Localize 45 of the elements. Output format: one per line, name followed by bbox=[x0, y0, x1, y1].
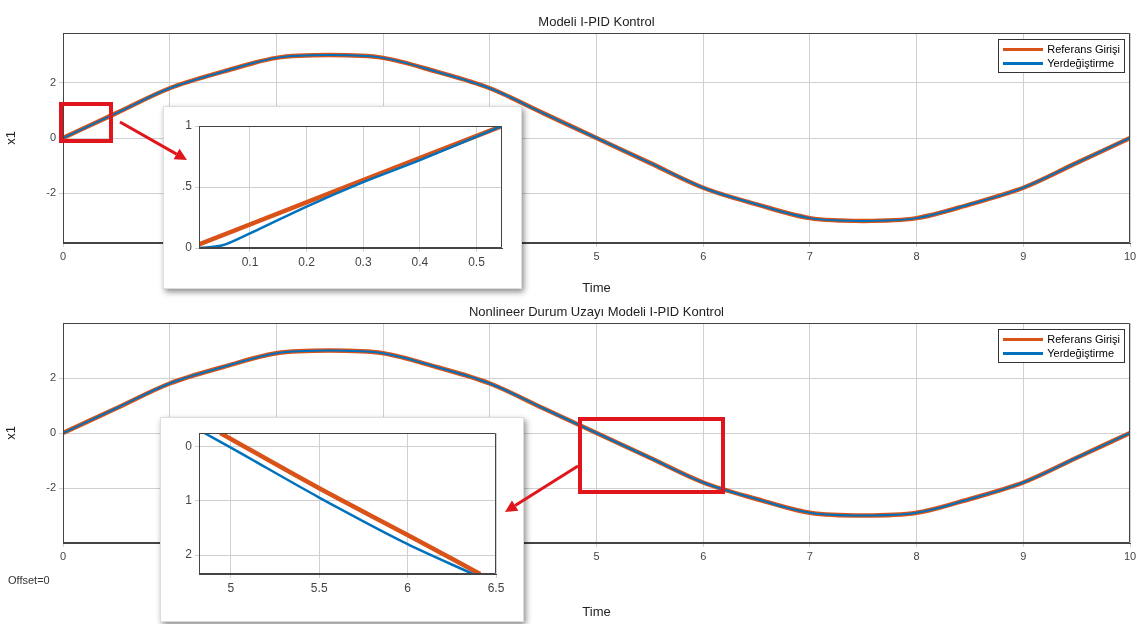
x-tick-label: 5.5 bbox=[310, 580, 328, 595]
x-axis-title: Time bbox=[582, 279, 611, 295]
legend-label: Yerdeğiştirme bbox=[1047, 347, 1115, 359]
y-tick-label: 0 bbox=[49, 426, 56, 439]
x-tick-label: 5 bbox=[593, 249, 600, 262]
chart-title: Nonlineer Durum Uzayı Modeli I-PID Kontrol bbox=[467, 304, 725, 319]
x-tick-label: 0.5 bbox=[468, 254, 486, 269]
x-tick-label: 0.4 bbox=[411, 254, 429, 269]
x-tick-label: 0 bbox=[59, 249, 67, 262]
x-tick-label: 6 bbox=[404, 580, 412, 595]
x-tick-label: 10 bbox=[1123, 549, 1137, 562]
y-tick-label: 0 bbox=[49, 131, 56, 144]
x-tick-label: 7 bbox=[806, 249, 813, 262]
chart-title: Modeli I-PID Kontrol bbox=[537, 14, 656, 29]
x-tick-label: 5 bbox=[593, 549, 600, 562]
y-tick-label: 2 bbox=[185, 547, 193, 562]
x-tick-label: 9 bbox=[1020, 549, 1027, 562]
x-tick-label: 0.1 bbox=[241, 254, 259, 269]
y-tick-label: .5 bbox=[181, 179, 193, 194]
legend-label: Referans Girişi bbox=[1047, 43, 1120, 55]
legend-label: Yerdeğiştirme bbox=[1047, 57, 1115, 69]
y-tick-label: 1 bbox=[185, 493, 193, 508]
x-tick-label: 10 bbox=[1123, 249, 1137, 262]
x-tick-label: 7 bbox=[806, 549, 813, 562]
y-axis-title: x1 bbox=[3, 131, 19, 145]
x-tick-label: 8 bbox=[913, 249, 920, 262]
x-tick-label: 0 bbox=[59, 549, 67, 562]
x-tick-label: 0.3 bbox=[354, 254, 372, 269]
text: Offset=0 bbox=[8, 574, 50, 586]
x-tick-label: 0.2 bbox=[298, 254, 316, 269]
x-axis-title: Time bbox=[582, 603, 611, 619]
x-tick-label: 6 bbox=[700, 249, 707, 262]
x-tick-label: 9 bbox=[1020, 249, 1027, 262]
x-tick-label: 6.5 bbox=[487, 580, 505, 595]
y-tick-label: 2 bbox=[49, 371, 56, 384]
y-tick-label: -2 bbox=[46, 481, 56, 494]
legend-label: Referans Girişi bbox=[1047, 333, 1120, 345]
x-tick-label: 8 bbox=[913, 549, 920, 562]
y-tick-label: 1 bbox=[185, 118, 193, 133]
x-tick-label: 5 bbox=[227, 580, 235, 595]
x-tick-label: 6 bbox=[700, 549, 707, 562]
y-tick-label: 2 bbox=[49, 75, 56, 88]
y-tick-label: 0 bbox=[185, 438, 193, 453]
y-axis-title: x1 bbox=[3, 426, 19, 440]
y-tick-label: -2 bbox=[46, 186, 56, 199]
